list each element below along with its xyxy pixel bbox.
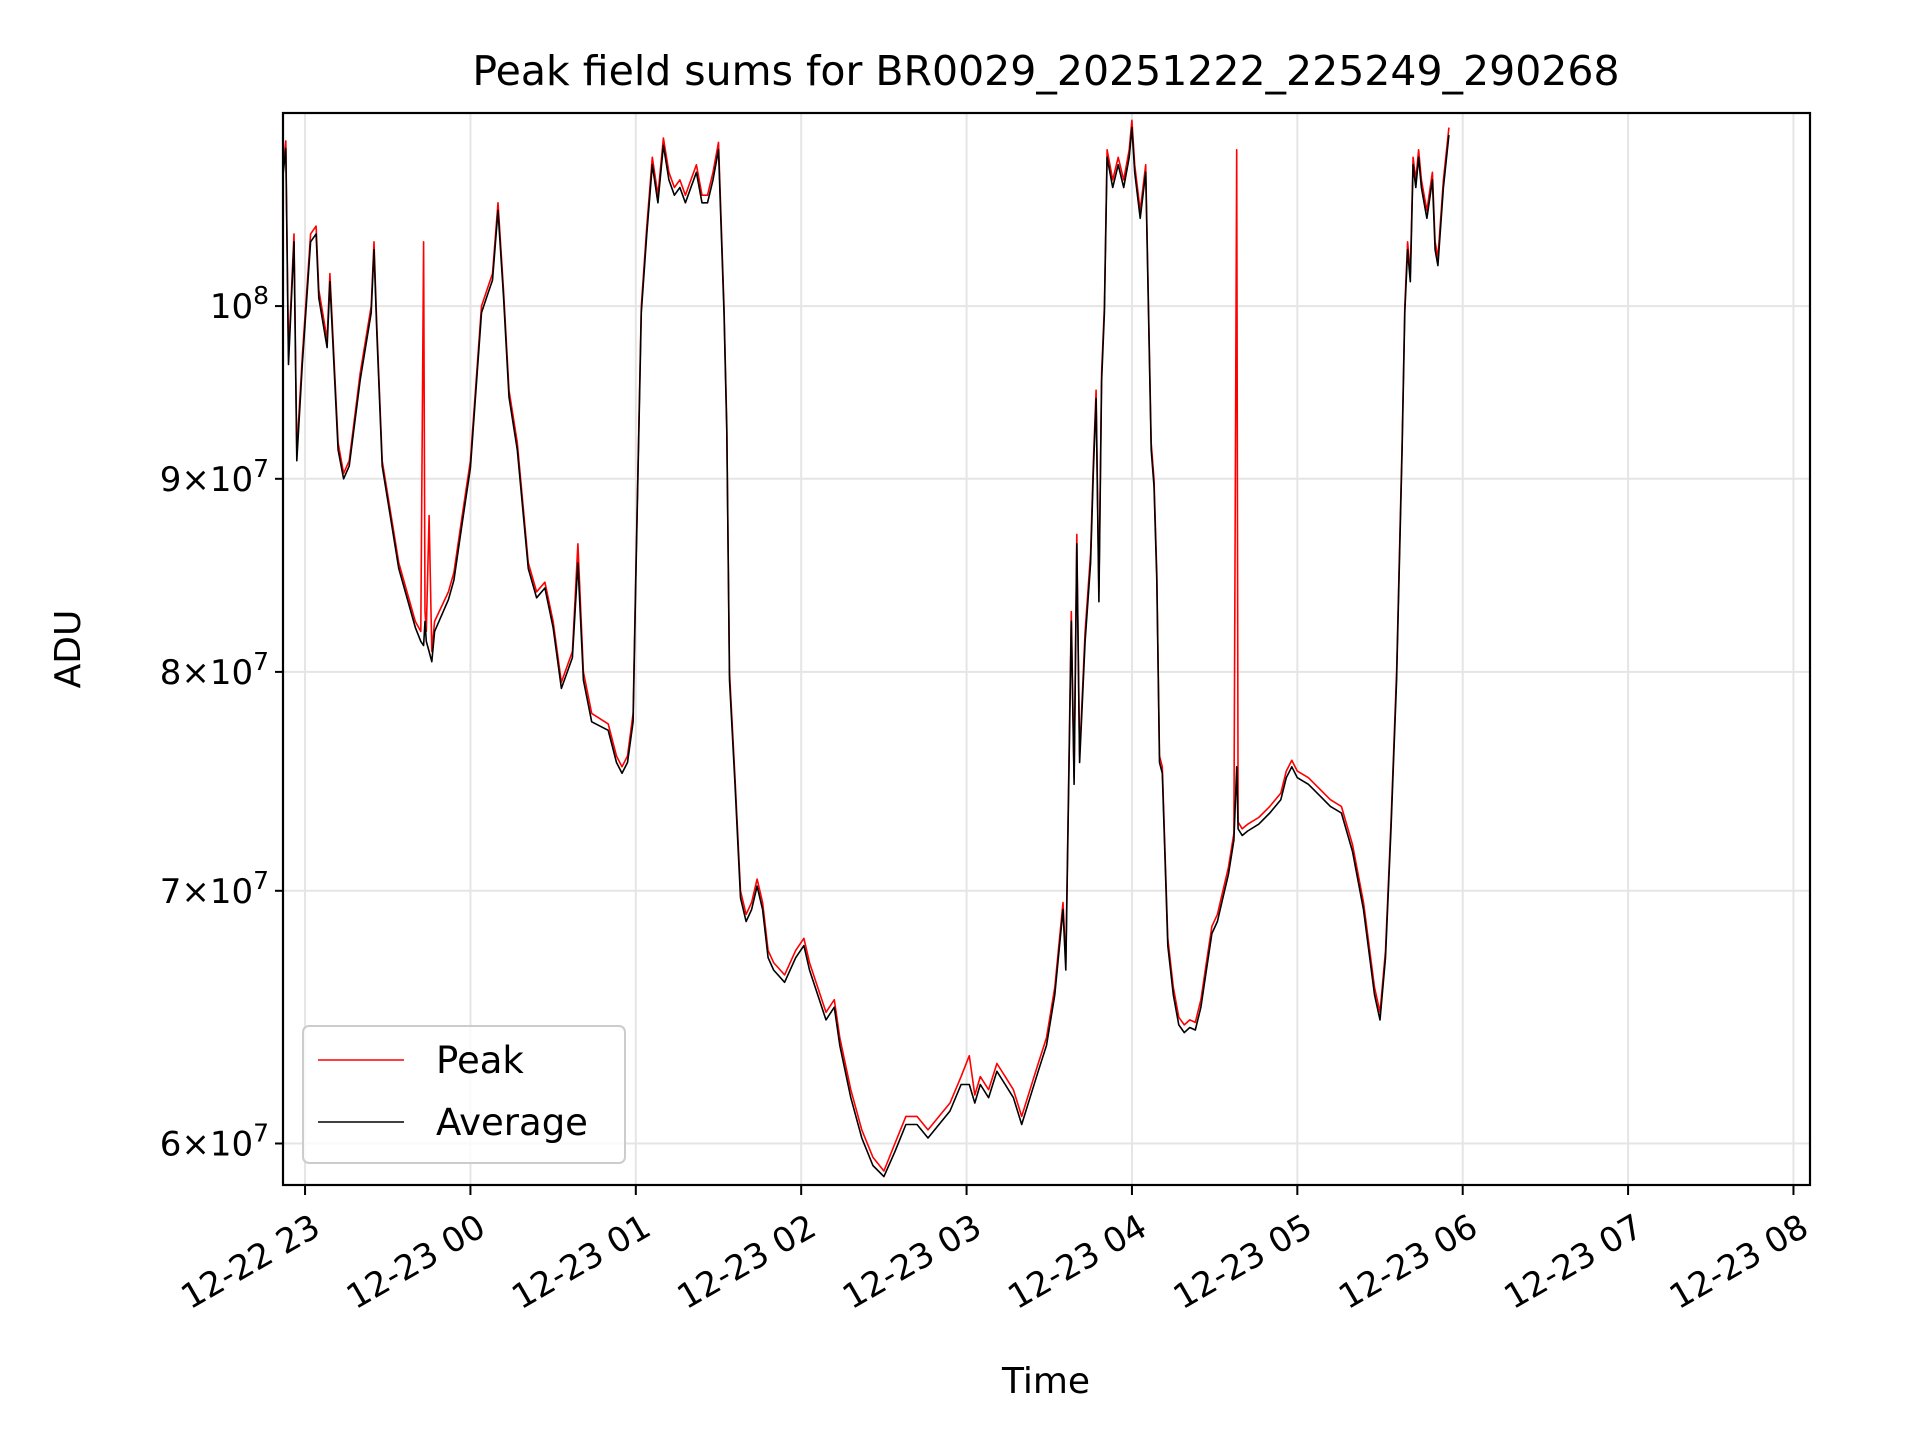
data-series — [283, 119, 1450, 1178]
legend-peak-label: Peak — [436, 1039, 524, 1082]
plot-frame — [281, 111, 1812, 1187]
x-axis-label: Time — [1001, 1361, 1090, 1402]
y-tick-label: 8×107 — [160, 647, 269, 693]
y-tick-label: 108 — [210, 281, 269, 327]
chart-title: Peak field sums for BR0029_20251222_2252… — [472, 47, 1619, 95]
legend: Peak Average — [302, 1025, 626, 1164]
y-axis-ticks: 6×107 7×107 8×107 9×107 108 — [160, 281, 283, 1164]
y-tick-label: 6×107 — [160, 1118, 269, 1164]
series-line-average — [283, 126, 1450, 1178]
y-tick-label: 9×107 — [160, 454, 269, 500]
legend-average-label: Average — [436, 1101, 588, 1144]
y-tick-label: 7×107 — [160, 866, 269, 912]
y-axis-label: ADU — [48, 610, 89, 689]
grid-lines — [283, 113, 1810, 1185]
plot-area — [283, 113, 1810, 1185]
